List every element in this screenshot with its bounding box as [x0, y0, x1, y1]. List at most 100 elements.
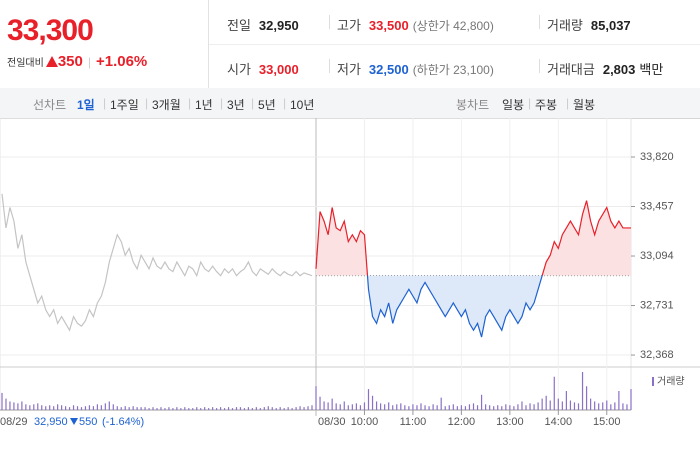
- volume-bar: [416, 405, 418, 410]
- x-tick-label: 14:00: [545, 416, 573, 428]
- volume-bar: [267, 406, 269, 410]
- tab[interactable]: 3년: [227, 98, 245, 112]
- tab-separator: |: [251, 96, 255, 110]
- tab[interactable]: 주봉: [535, 98, 558, 112]
- volume-bar: [614, 402, 616, 410]
- divider: [209, 44, 700, 45]
- tab[interactable]: 월봉: [573, 98, 596, 112]
- volume-bar: [585, 386, 588, 410]
- volume-bar: [263, 407, 265, 410]
- volume-bar: [108, 401, 110, 410]
- volume-bar: [239, 407, 242, 410]
- volume-bar: [630, 389, 632, 410]
- change-pct: +1.06%: [95, 53, 148, 70]
- volume-bar: [396, 404, 398, 410]
- tab-separator: |: [566, 96, 570, 110]
- volume-bar: [480, 394, 483, 410]
- down-triangle: [70, 418, 78, 425]
- tab[interactable]: 1년: [195, 98, 213, 112]
- volume-bar: [347, 405, 349, 410]
- volume-bar: [618, 391, 620, 410]
- stat-label: 거래량: [547, 18, 583, 33]
- divider: [539, 15, 540, 29]
- volume-bar: [468, 404, 471, 410]
- legend-label: 거래량: [657, 376, 685, 388]
- volume-bar: [501, 406, 503, 410]
- volume-bar: [472, 403, 475, 410]
- volume-bar: [489, 405, 491, 410]
- volume-bar: [251, 408, 253, 410]
- volume-bar: [37, 403, 39, 410]
- tab[interactable]: 1일: [77, 98, 95, 112]
- volume-bar: [72, 405, 75, 410]
- volume-bar: [17, 403, 19, 410]
- volume-bar: [355, 403, 357, 410]
- tab[interactable]: 5년: [258, 98, 276, 112]
- volume-bar: [235, 407, 238, 410]
- tab[interactable]: 1주일: [110, 98, 139, 112]
- volume-bar: [606, 400, 608, 410]
- change: 350: [57, 53, 83, 70]
- volume-bar: [180, 408, 182, 410]
- price: 33,300: [7, 14, 94, 47]
- stat-value: 2,803: [602, 62, 636, 77]
- volume-bar: [553, 376, 555, 410]
- stat: 전일 32,950: [227, 15, 299, 34]
- volume-bar: [57, 404, 59, 410]
- separator: |: [87, 54, 91, 69]
- stat: 거래대금 2,803 백만: [547, 59, 663, 78]
- stat-label: 고가: [337, 18, 361, 33]
- volume-bar: [88, 405, 91, 410]
- y-tick-label: 33,457: [640, 200, 674, 212]
- tab[interactable]: 10년: [290, 98, 315, 112]
- volume-bar: [525, 405, 527, 410]
- volume-bar: [610, 404, 612, 410]
- volume-bar: [549, 400, 551, 410]
- volume-bar: [61, 405, 63, 410]
- volume-bar: [160, 407, 162, 410]
- volume-bar: [545, 395, 547, 410]
- divider: [329, 59, 330, 73]
- volume-bar: [287, 407, 289, 410]
- volume-bar: [291, 408, 293, 410]
- volume-bar: [537, 402, 539, 410]
- stat: 고가 33,500 (상한가 42,800): [337, 15, 494, 34]
- volume-bar: [505, 404, 507, 410]
- area: [316, 200, 631, 338]
- stat-label: 시가: [227, 62, 251, 77]
- volume-bar: [529, 403, 531, 410]
- volume-bar: [359, 405, 362, 410]
- stat-value: 33,000: [258, 62, 299, 77]
- volume-bar: [375, 401, 378, 410]
- price-line: [315, 200, 631, 338]
- volume-bar: [367, 389, 370, 410]
- volume-bar: [216, 408, 218, 410]
- volume-bar: [400, 403, 402, 410]
- price-line: [1, 193, 313, 332]
- tab[interactable]: 일봉: [502, 98, 525, 112]
- volume-bar: [521, 401, 523, 410]
- volume-bar: [172, 408, 174, 410]
- volume-bar: [436, 405, 438, 410]
- volume-bar: [339, 404, 341, 410]
- volume-bar: [327, 402, 329, 410]
- y-tick-label: 32,368: [640, 349, 674, 361]
- volume-bar: [380, 403, 382, 410]
- volume-bar: [561, 401, 563, 410]
- volume-bar: [148, 408, 150, 410]
- volume-bar: [517, 404, 519, 410]
- volume-bar: [92, 406, 95, 410]
- volume-bar: [132, 406, 134, 410]
- volume-bar: [112, 404, 114, 410]
- stat-value: 32,950: [258, 18, 299, 33]
- volume-bar: [283, 408, 285, 410]
- chart-tabs: 선차트 1일 | 1주일 | 3개월 | 1년 | 3년 | 5년 | 10년 봉차트 일봉 | 주봉 | 월봉: [0, 88, 700, 119]
- tab[interactable]: 3개월: [152, 98, 181, 112]
- volume-bar: [311, 405, 313, 410]
- stats: 전일 32,950 고가 33,500 (상한가 42,800) 거래량 85,037 시가 3…: [209, 0, 700, 88]
- volume-bar: [573, 402, 576, 410]
- volume-bar: [76, 406, 79, 410]
- volume-bar: [363, 402, 366, 410]
- volume-bar: [581, 372, 584, 410]
